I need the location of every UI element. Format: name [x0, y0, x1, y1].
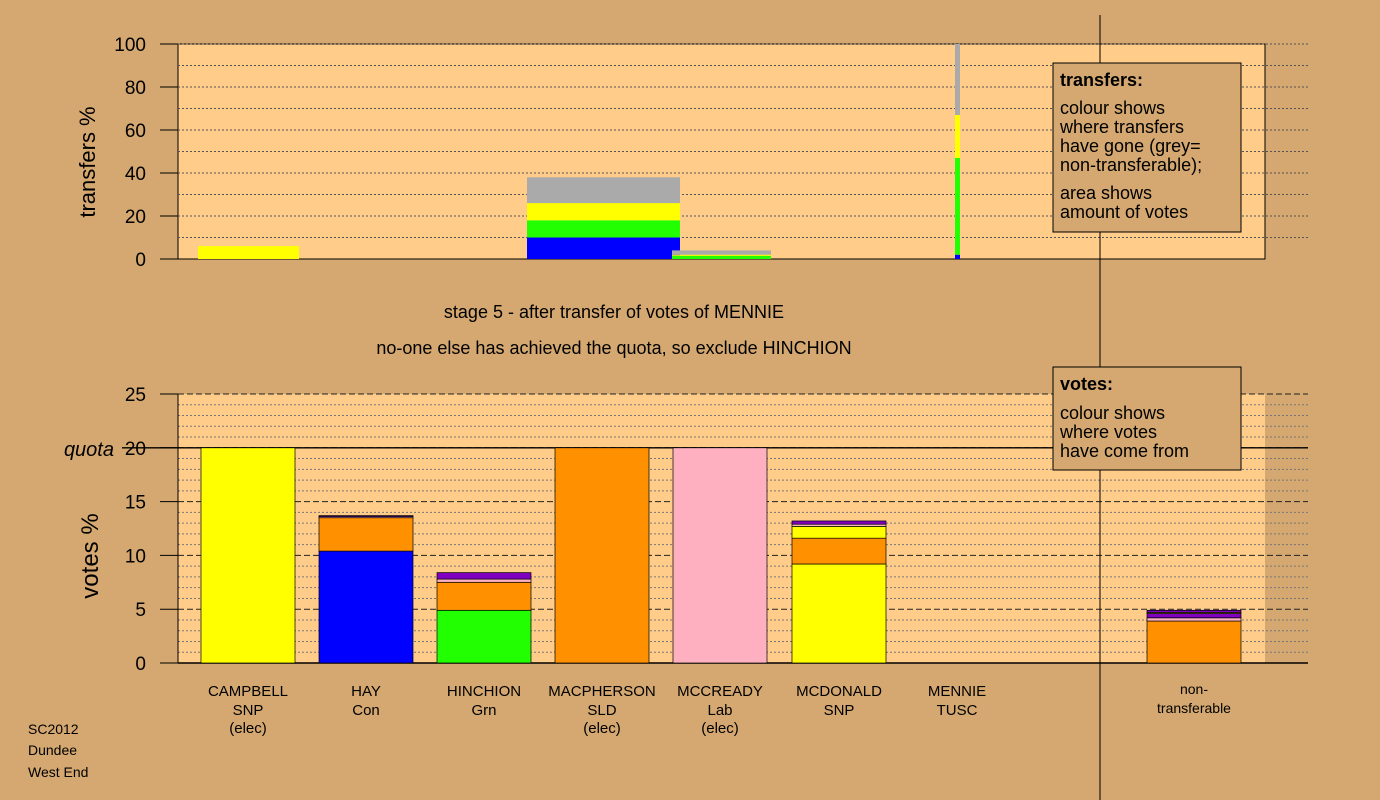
transfers-bar-segment [955, 254, 960, 259]
transfers-legend-line: colour shows [1060, 98, 1165, 118]
transfers-bar-segment [955, 44, 960, 115]
candidate-party-label: Lab [707, 702, 732, 719]
transfers-y-ticks: 0 20 40 60 80 100 [114, 35, 178, 271]
transfers-legend-title: transfers: [1060, 70, 1143, 90]
candidate-name-label: MENNIE [928, 683, 986, 700]
transfers-bars [198, 44, 960, 259]
transfers-bar-segment [527, 203, 680, 221]
candidate-status-label: (elec) [583, 720, 621, 737]
votes-bar-segment [200, 447, 296, 664]
votes-bar-segment [318, 550, 414, 664]
votes-y-tick-label: 15 [125, 493, 146, 514]
votes-bars [200, 447, 1242, 664]
votes-bar-segment [318, 515, 414, 518]
candidate-name-label: HINCHION [447, 683, 521, 700]
votes-bar-segment [791, 537, 887, 565]
votes-legend-line: where votes [1059, 422, 1157, 442]
candidate-status-label: (elec) [701, 720, 739, 737]
transfers-y-tick-label: 100 [114, 35, 146, 56]
transfers-y-tick-label: 20 [125, 207, 146, 228]
votes-bar-segment [436, 572, 532, 580]
transfers-bar-segment [527, 177, 680, 204]
transfers-legend-line: where transfers [1059, 117, 1184, 137]
quota-label: quota [64, 439, 114, 461]
votes-x-labels: CAMPBELLSNP(elec)HAYConHINCHIONGrnMACPHE… [208, 681, 1231, 737]
transfers-y-tick-label: 60 [125, 121, 146, 142]
votes-bar-segment [436, 578, 532, 583]
transfers-y-axis-label: transfers % [75, 106, 100, 217]
votes-legend-line: have come from [1060, 441, 1189, 461]
candidate-party-label: TUSC [937, 702, 978, 719]
votes-bar-segment [672, 447, 768, 664]
transfers-bar-segment [955, 157, 960, 255]
transfers-y-tick-label: 40 [125, 164, 146, 185]
votes-y-tick-label: 10 [125, 546, 146, 567]
transfers-bar-segment [672, 250, 771, 255]
transfers-bar-segment [527, 220, 680, 238]
votes-y-ticks: 0 5 10 15 20 25 [125, 385, 178, 675]
votes-y-axis-label: votes % [77, 513, 104, 598]
transfers-y-tick-label: 0 [135, 250, 146, 271]
transfers-bar-segment [527, 237, 680, 259]
transfers-legend: transfers: colour shows where transfers … [1052, 62, 1242, 233]
candidate-name-label: CAMPBELL [208, 683, 288, 700]
candidate-party-label: SLD [587, 702, 616, 719]
votes-legend-title: votes: [1060, 374, 1113, 394]
non-transferable-bar-segment [1146, 613, 1242, 619]
stage-subtitle: no-one else has achieved the quota, so e… [376, 338, 851, 358]
non-transferable-label: non- [1180, 681, 1208, 697]
transfers-legend-line: have gone (grey= [1060, 136, 1201, 156]
votes-legend-line: colour shows [1060, 403, 1165, 423]
non-transferable-bar-segment [1146, 620, 1242, 664]
candidate-party-label: Grn [471, 702, 496, 719]
non-transferable-label: transferable [1157, 700, 1231, 716]
candidate-name-label: MCDONALD [796, 683, 882, 700]
stage-title: stage 5 - after transfer of votes of MEN… [444, 302, 784, 322]
candidate-party-label: SNP [824, 702, 855, 719]
votes-bar-segment [791, 563, 887, 664]
votes-bar-segment [791, 525, 887, 539]
candidate-name-label: HAY [351, 683, 381, 700]
non-transferable-bar-segment [1146, 609, 1242, 613]
transfers-bar-segment [672, 255, 771, 259]
votes-legend-box [1052, 366, 1242, 471]
candidate-name-label: MCCREADY [677, 683, 763, 700]
votes-bar-segment [791, 520, 887, 525]
votes-y-tick-label: 20 [125, 439, 146, 460]
candidate-name-label: MACPHERSON [548, 683, 656, 700]
votes-y-tick-label: 0 [135, 654, 146, 675]
transfers-legend-box [1052, 62, 1242, 233]
candidate-status-label: (elec) [229, 720, 267, 737]
transfers-y-tick-label: 80 [125, 78, 146, 99]
votes-legend: votes: colour shows where votes have com… [1052, 366, 1242, 471]
footer-line: Dundee [28, 742, 77, 758]
candidate-party-label: SNP [233, 702, 264, 719]
votes-bar-segment [554, 447, 650, 664]
transfers-bar-segment [672, 254, 771, 256]
transfers-bar-segment [955, 114, 960, 158]
transfers-legend-line: non-transferable); [1060, 155, 1202, 175]
footer-line: West End [28, 764, 88, 780]
transfers-legend-line: amount of votes [1060, 202, 1188, 222]
transfers-legend-line: area shows [1060, 183, 1152, 203]
votes-bar-segment [436, 609, 532, 664]
non-transferable-bar-segment [1146, 617, 1242, 622]
votes-y-tick-label: 25 [125, 385, 146, 406]
votes-bar-segment [318, 517, 414, 552]
candidate-party-label: Con [352, 702, 380, 719]
votes-y-tick-label: 5 [135, 600, 146, 621]
transfers-bar-segment [198, 246, 299, 259]
footer-line: SC2012 [28, 721, 79, 737]
votes-bar-segment [436, 581, 532, 611]
